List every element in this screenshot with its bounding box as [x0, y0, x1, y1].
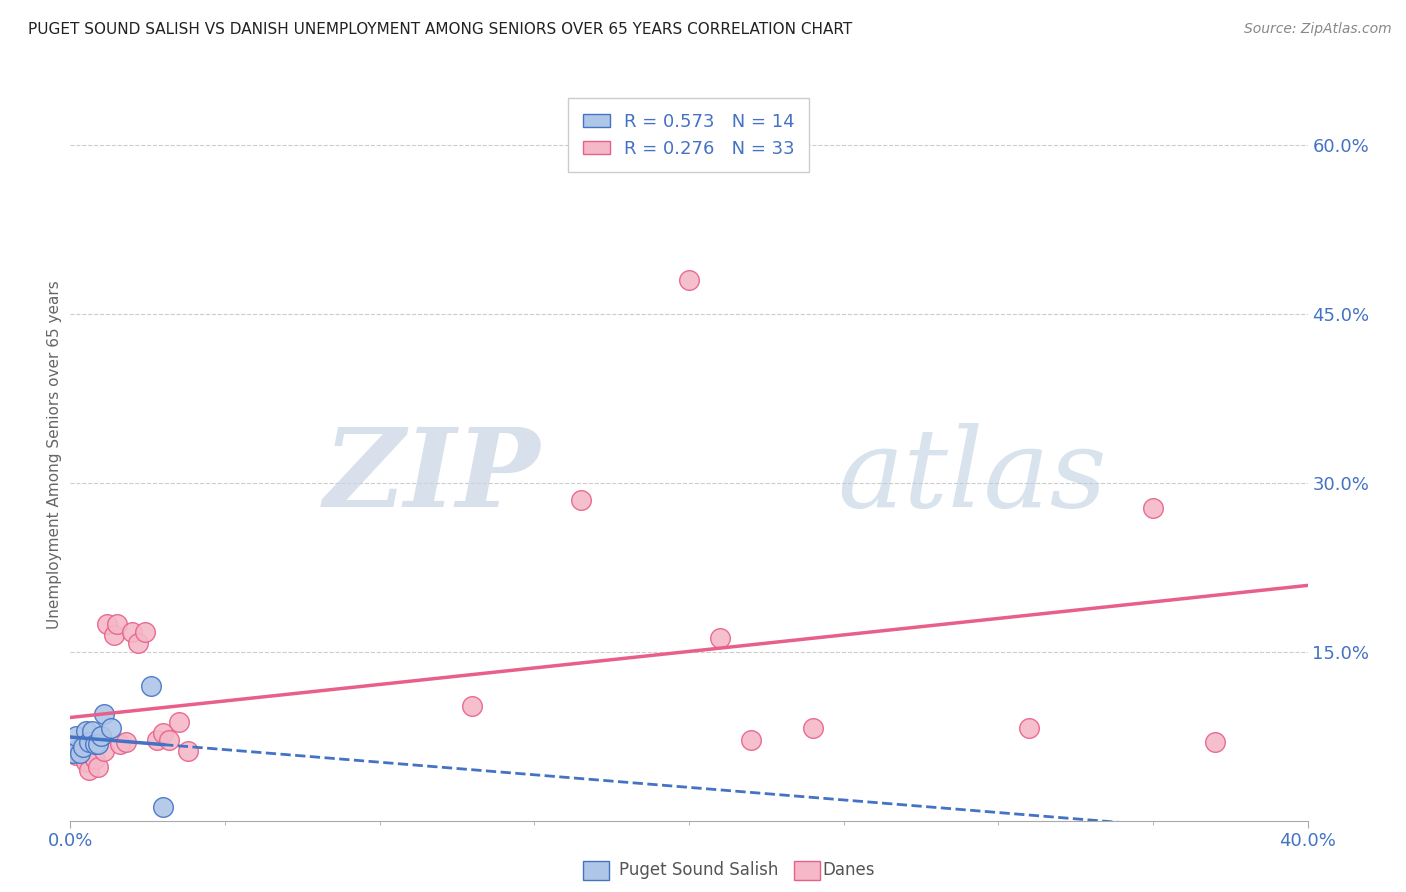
Point: [569, 492, 592, 507]
Point: [103, 628, 125, 642]
Point: [167, 714, 190, 729]
Point: [115, 735, 138, 749]
Point: [801, 722, 824, 736]
Point: [87, 737, 110, 751]
Point: [72, 740, 94, 755]
Text: Danes: Danes: [823, 861, 875, 879]
Point: [80, 748, 103, 763]
Point: [90, 729, 112, 743]
Point: [84, 752, 107, 766]
Point: [461, 698, 484, 713]
Point: [1018, 722, 1040, 736]
Point: [96, 616, 118, 631]
Point: [139, 679, 162, 693]
Point: [87, 759, 110, 773]
Text: ZIP: ZIP: [323, 423, 540, 531]
Text: Puget Sound Salish: Puget Sound Salish: [619, 861, 778, 879]
Point: [65, 729, 87, 743]
Point: [152, 726, 174, 740]
Point: [77, 763, 100, 777]
Point: [62, 746, 84, 760]
Point: [80, 723, 103, 738]
Point: [121, 624, 143, 639]
Point: [77, 735, 100, 749]
Point: [157, 732, 180, 747]
Text: PUGET SOUND SALISH VS DANISH UNEMPLOYMENT AMONG SENIORS OVER 65 YEARS CORRELATIO: PUGET SOUND SALISH VS DANISH UNEMPLOYMEN…: [28, 22, 852, 37]
Point: [90, 729, 112, 743]
Point: [127, 636, 149, 650]
Text: atlas: atlas: [838, 423, 1107, 531]
Point: [62, 746, 84, 760]
Point: [105, 616, 128, 631]
Point: [84, 737, 107, 751]
Point: [177, 744, 200, 758]
Point: [152, 800, 174, 814]
Point: [72, 737, 94, 751]
Point: [69, 740, 91, 755]
Point: [75, 723, 97, 738]
Point: [108, 737, 131, 751]
Point: [1142, 500, 1164, 515]
Point: [65, 748, 87, 763]
Point: [709, 632, 731, 646]
Point: [134, 624, 156, 639]
Point: [69, 746, 91, 760]
Point: [93, 706, 115, 721]
Point: [93, 744, 115, 758]
Y-axis label: Unemployment Among Seniors over 65 years: Unemployment Among Seniors over 65 years: [46, 281, 62, 629]
Point: [1204, 735, 1226, 749]
Point: [146, 732, 169, 747]
Point: [740, 732, 762, 747]
Text: Source: ZipAtlas.com: Source: ZipAtlas.com: [1244, 22, 1392, 37]
Point: [678, 273, 700, 287]
Legend: R = 0.573   N = 14, R = 0.276   N = 33: R = 0.573 N = 14, R = 0.276 N = 33: [568, 98, 810, 172]
Point: [75, 755, 97, 769]
Point: [100, 722, 122, 736]
